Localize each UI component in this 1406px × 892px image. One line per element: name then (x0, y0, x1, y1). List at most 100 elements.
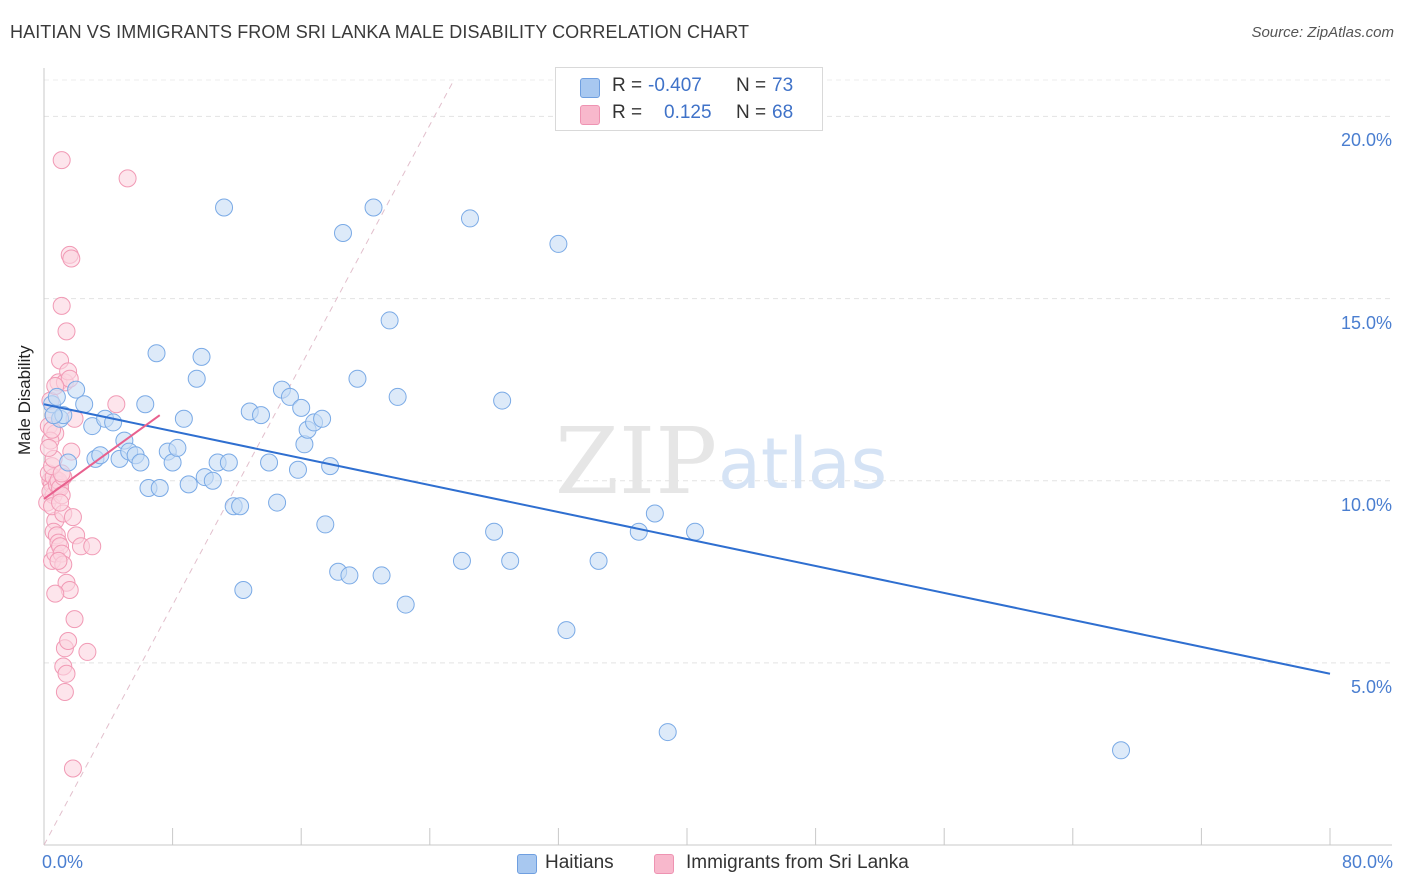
haitian-point (686, 522, 705, 541)
legend-swatch-haitians (580, 78, 600, 98)
legend-swatch-sri-lanka (654, 854, 674, 874)
legend-r-label: R = (612, 102, 643, 123)
haitian-point (150, 479, 169, 497)
haitian-point (295, 435, 314, 454)
haitian-point (348, 369, 367, 388)
legend-n-value: 73 (772, 75, 794, 96)
y-tick-label: 5.0% (1350, 676, 1392, 697)
haitian-point (452, 551, 471, 570)
legend-r-label: R = (612, 75, 643, 96)
haitian-point (219, 453, 238, 472)
haitian-point (629, 522, 648, 541)
sri-lanka-point (59, 632, 78, 650)
haitian-point (292, 398, 311, 417)
x-tick-label-min: 0.0% (42, 852, 84, 872)
haitian-point (1112, 741, 1131, 760)
watermark-zip: ZIP (555, 408, 717, 515)
haitian-point (333, 224, 352, 242)
haitian-point (174, 409, 193, 428)
y-tick-label: 20.0% (1340, 130, 1392, 151)
haitian-point (59, 453, 78, 472)
chart-title: HAITIAN VS IMMIGRANTS FROM SRI LANKA MAL… (10, 22, 750, 42)
sri-lanka-point (62, 249, 81, 268)
haitian-point (192, 347, 211, 366)
haitian-point (396, 595, 415, 614)
reference-diagonal (43, 79, 455, 846)
y-tick-label: 10.0% (1340, 494, 1392, 515)
haitian-point (168, 438, 187, 457)
legend-label-haitians: Haitians (545, 852, 614, 873)
x-tick-label-max: 80.0% (1341, 852, 1393, 872)
haitian-point (549, 234, 568, 253)
gridlines (44, 79, 1392, 664)
haitian-point (313, 409, 332, 428)
haitian-point (316, 515, 335, 534)
haitian-point (187, 369, 206, 388)
haitian-point (47, 387, 66, 406)
sri-lanka-point (118, 169, 137, 188)
sri-lanka-point (52, 296, 71, 315)
legend-swatch-sri-lanka (580, 105, 600, 125)
haitian-point (67, 380, 86, 399)
sri-lanka-point (57, 322, 76, 341)
haitian-point (460, 209, 479, 228)
haitian-point (288, 460, 307, 479)
sri-lanka-point (65, 610, 84, 629)
haitian-point (501, 551, 520, 570)
haitian-point (75, 395, 94, 414)
sri-lanka-point (107, 395, 126, 414)
haitian-point (645, 504, 664, 523)
haitian-point (658, 723, 677, 742)
haitian-point (136, 395, 155, 414)
sri-lanka-point (57, 664, 76, 683)
haitian-point (380, 311, 399, 330)
watermark-atlas: atlas (718, 423, 887, 505)
sri-lanka-point (55, 683, 74, 701)
axes (43, 68, 1392, 846)
haitian-point (388, 387, 407, 406)
haitian-point (268, 493, 287, 512)
haitian-point (215, 198, 234, 217)
legend-label-sri-lanka: Immigrants from Sri Lanka (686, 852, 909, 873)
sri-lanka-point (39, 438, 58, 457)
haitian-point (231, 497, 250, 516)
legend-n-label: N = (736, 75, 767, 96)
source-label: Source: ZipAtlas.com (1251, 24, 1394, 41)
sri-lanka-point (63, 508, 82, 527)
haitian-point (340, 566, 359, 585)
legend-swatch-haitians (517, 854, 537, 874)
haitian-point (485, 522, 504, 541)
sri-lanka-point (52, 151, 71, 170)
sri-lanka-point (83, 537, 102, 556)
haitian-point (44, 406, 63, 425)
legend-r-value: -0.407 (648, 75, 702, 96)
y-tick-label: 15.0% (1340, 312, 1392, 333)
haitian-point (372, 566, 391, 585)
haitian-point (91, 446, 110, 465)
haitian-point (234, 581, 253, 599)
haitian-point (589, 551, 608, 570)
legend-r-value: 0.125 (664, 102, 712, 123)
sri-lanka-trend-line (43, 414, 161, 500)
haitian-point (557, 621, 576, 640)
sri-lanka-point (78, 642, 97, 661)
trend-lines (43, 403, 1331, 675)
haitian-point (131, 453, 150, 472)
stats-legend: R = -0.407 N = 73 R = 0.125 N = 68 (555, 67, 823, 131)
sri-lanka-point (46, 584, 65, 603)
haitian-point (252, 406, 271, 425)
legend-row-sri-lanka: R = 0.125 N = 68 (556, 101, 822, 127)
haitian-point (260, 453, 279, 472)
haitian-point (203, 471, 222, 490)
haitian-trend-line (43, 403, 1331, 675)
sri-lanka-point (63, 759, 82, 778)
haitian-point (493, 391, 512, 410)
haitian-point (364, 198, 383, 217)
legend-n-value: 68 (772, 102, 794, 123)
haitian-point (280, 387, 299, 406)
haitian-point (179, 475, 198, 494)
legend-n-label: N = (736, 102, 767, 123)
legend-row-haitians: R = -0.407 N = 73 (556, 74, 822, 100)
sri-lanka-point (49, 551, 68, 570)
